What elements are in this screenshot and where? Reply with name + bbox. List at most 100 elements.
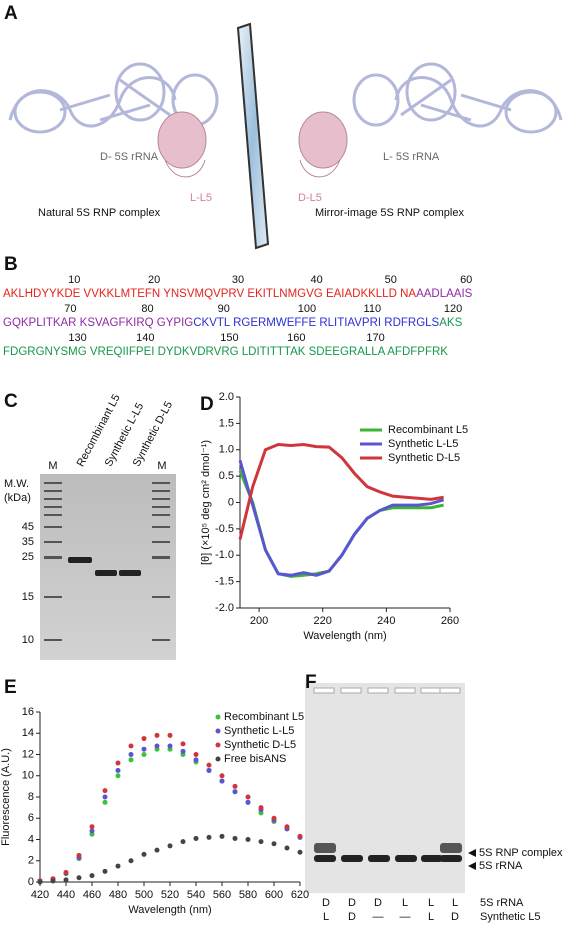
x-tick-label: 560 [213,889,231,901]
y-tick-label: 8 [28,791,34,803]
data-point [245,799,251,805]
data-point [258,839,264,845]
data-point [154,847,160,853]
data-point [219,833,225,839]
y-axis-label: [θ] (×10⁵ deg cm² dmol⁻¹) [200,440,212,565]
row-label: 5S rRNA [480,897,524,909]
residue-number: 10 [68,274,80,286]
band-annotation: 5S rRNA [479,860,523,872]
data-point [89,824,95,830]
data-point [63,877,69,883]
gel [40,474,176,660]
sequence-segment: AKS [439,317,462,329]
data-point [297,849,303,855]
rna-structure [8,62,563,134]
panel-label: A [4,3,18,24]
legend-label: Recombinant L5 [388,424,468,436]
data-point [258,805,264,811]
data-point [232,783,238,789]
data-point [89,873,95,879]
marker-label: 10 [22,634,34,646]
panel-label: C [4,391,18,412]
data-point [89,828,95,834]
data-point [141,752,147,757]
x-axis-label: Wavelength (nm) [128,904,211,916]
residue-number: 90 [218,303,230,315]
legend-label: Synthetic L-L5 [388,438,458,450]
y-tick-label: -1.5 [215,576,234,588]
y-tick-label: 16 [22,706,34,718]
complex-caption: Natural 5S RNP complex [38,207,161,219]
marker-label: 25 [22,551,34,563]
data-point [102,788,108,794]
data-point [206,762,212,768]
rna-label: L- 5S rRNA [383,151,440,163]
residue-number: 30 [232,274,244,286]
data-point [180,741,186,747]
complex-caption: Mirror-image 5S RNP complex [315,207,464,219]
y-tick-label: 12 [22,748,34,760]
data-point [115,767,121,773]
y-tick-label: 14 [22,727,34,739]
lane-condition: L [428,897,434,909]
data-point [232,835,238,841]
data-point [102,868,108,874]
data-line [238,442,444,540]
sequence-segment: AADLAAIS [416,288,473,300]
legend-label: Synthetic L-L5 [224,725,294,737]
mirror-plane [236,22,270,250]
lane-condition: L [323,911,329,923]
row-label: Synthetic L5 [480,911,541,923]
data-point [128,743,134,749]
data-point [167,843,173,849]
lane-condition: — [373,911,384,923]
x-axis-label: Wavelength (nm) [303,630,386,642]
residue-number: 100 [298,303,316,315]
data-point [76,852,82,858]
data-point [297,833,303,839]
data-point [76,875,82,881]
data-point [219,778,225,784]
panel-label: D [200,394,214,415]
protein-structure [157,111,348,178]
marker-label: 45 [22,521,34,533]
data-point [141,736,147,742]
lane-condition: — [400,911,411,923]
x-tick-label: 220 [314,615,332,627]
protein-label: D-L5 [298,192,322,204]
residue-number: 130 [68,332,86,344]
residue-number: 120 [444,303,462,315]
data-point [128,858,134,864]
data-point [115,760,121,766]
data-point [37,879,43,885]
data-point [154,743,160,749]
data-point [180,748,186,754]
legend-label: Synthetic D-L5 [388,452,460,464]
data-point [180,839,186,845]
lane-condition: D [322,897,330,909]
legend-label: Recombinant L5 [224,711,304,723]
x-tick-label: 460 [83,889,101,901]
data-point [284,845,290,851]
data-point [271,815,277,821]
lane-condition: D [348,897,356,909]
data-line [238,459,445,577]
data-point [219,773,225,779]
residue-number: 170 [366,332,384,344]
residue-number: 20 [148,274,160,286]
residue-number: 40 [311,274,323,286]
lane-condition: D [451,911,459,923]
data-point [193,757,199,763]
x-tick-label: 600 [265,889,283,901]
y-tick-label: 1.5 [219,417,234,429]
legend-swatch [215,742,221,748]
x-tick-label: 520 [161,889,179,901]
arrow [468,862,476,870]
y-tick-label: 1.0 [219,444,234,456]
sequence-line: FDGRGNYSMG VREQIIFPEI DYDKVDRVRG LDITITT… [3,346,448,358]
y-tick-label: 2 [28,855,34,867]
residue-number: 160 [287,332,305,344]
sequence-segment: FDGRGNYSMG VREQIIFPEI DYDKVDRVRG LDITITT… [3,346,448,358]
lane-condition: D [374,897,382,909]
